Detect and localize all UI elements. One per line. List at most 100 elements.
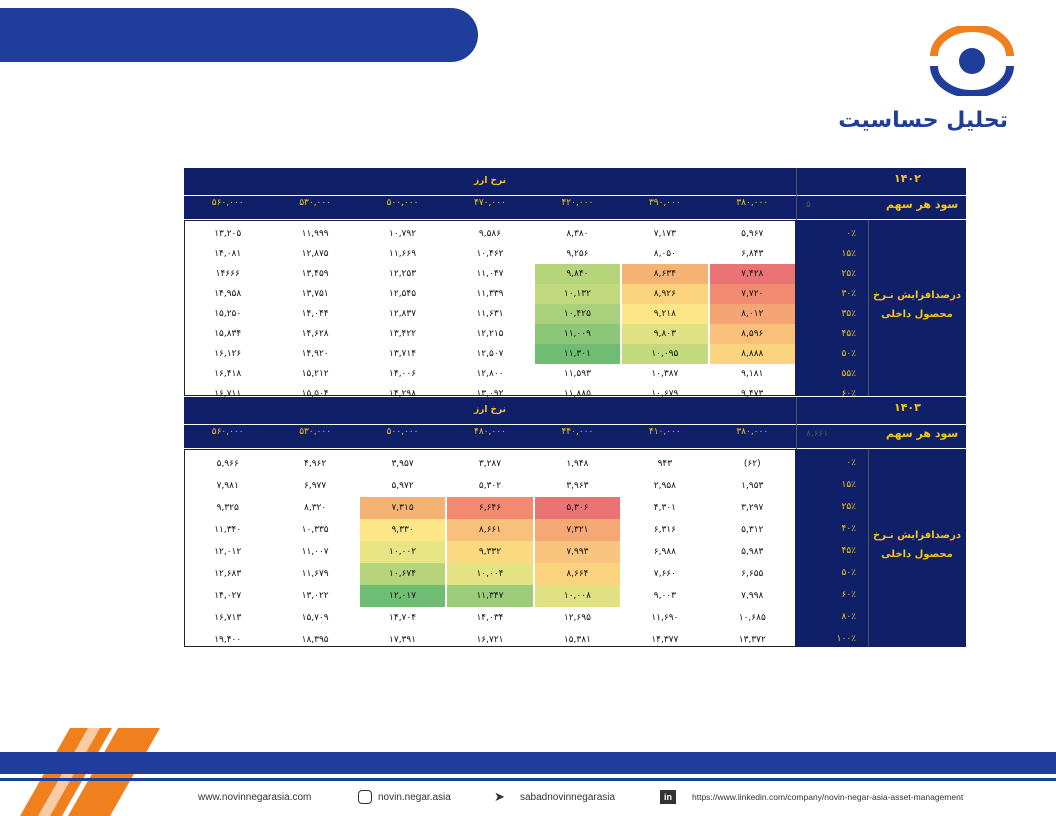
table-cell: ۹,۵۸۶ xyxy=(478,229,502,239)
table-cell: ۱۵,۲۱۲ xyxy=(301,369,329,379)
table-cell: ۸,۶۶۴ xyxy=(534,563,621,585)
table-cell: ۱۱,۸۸۵ xyxy=(563,389,591,399)
table-cell: ۳,۲۹۷ xyxy=(741,503,764,513)
table-cell: ۹,۳۳۲ xyxy=(447,541,533,563)
footer-stripe xyxy=(0,778,1056,781)
table-cell: ۱۴,۹۲۰ xyxy=(301,349,329,359)
footer-linkedin[interactable]: https://www.linkedin.com/company/novin-n… xyxy=(692,792,964,802)
table-cell: ۱۱,۳۳۹ xyxy=(476,289,504,299)
table-cell: ۱۲,۶۹۵ xyxy=(563,613,591,623)
column-header: ۵۰۰,۰۰۰ xyxy=(386,427,419,437)
table-cell: ۱۲,۵۴۵ xyxy=(389,289,417,299)
table-cell: ۸,۶۳۴ xyxy=(622,264,708,284)
table-cell: ۱۰,۳۳۵ xyxy=(301,525,329,535)
row-percent: ۰٪ xyxy=(846,458,856,468)
table-cell: ۴,۳۰۱ xyxy=(653,503,676,513)
columns-header-row xyxy=(184,196,966,219)
table-cell: ۱۰,۴۲۵ xyxy=(534,304,621,324)
eps-value: ۸,۶۶۱ xyxy=(806,429,829,439)
table-cell: ۳,۹۶۳ xyxy=(566,481,589,491)
row-percent: ۴۰٪ xyxy=(841,524,856,534)
table-cell: ۸,۵۹۶ xyxy=(709,324,795,344)
column-header: ۴۷۰,۰۰۰ xyxy=(474,198,506,208)
footer-website[interactable]: www.novinnegarasia.com xyxy=(198,792,312,803)
table-cell: ۱۴,۰۸۱ xyxy=(214,249,242,259)
company-logo-icon xyxy=(930,26,1014,96)
page-title: تحلیل حساسیت xyxy=(838,108,1008,133)
table-cell: ۱۹,۴۰۰ xyxy=(214,635,242,645)
column-header: ۳۸۰,۰۰۰ xyxy=(736,427,769,437)
table-cell: ۸,۳۸۰ xyxy=(566,229,589,239)
table-cell: ۱۴,۰۰۶ xyxy=(389,369,417,379)
table-cell: ۷,۹۸۱ xyxy=(216,481,239,491)
table-cell: ۱۳,۷۵۱ xyxy=(301,289,329,299)
table-cell: ۵,۹۸۳ xyxy=(741,547,764,557)
table-cell: ۱۱,۶۳۱ xyxy=(476,309,504,319)
eps-label: سود هر سهم xyxy=(886,427,959,440)
row-percent: ۶۰٪ xyxy=(841,590,856,600)
row-percent: ۱۵٪ xyxy=(841,249,856,259)
table-cell: ۱۲,۵۰۷ xyxy=(476,349,504,359)
row-percent: ۶۰٪ xyxy=(841,389,856,399)
table-cell: ۱۱,۳۰۱ xyxy=(534,344,621,364)
table-cell: ۱۳,۳۷۲ xyxy=(738,635,766,645)
row-percent: ۳۵٪ xyxy=(841,309,856,319)
table-cell: ۵,۹۷۲ xyxy=(391,481,414,491)
column-header: ۵۶۰,۰۰۰ xyxy=(211,427,244,437)
table-cell: ۱۲,۰۱۷ xyxy=(359,585,446,607)
table-cell: ۱۴,۳۷۷ xyxy=(651,635,679,645)
table-cell: ۹,۰۰۳ xyxy=(653,591,676,601)
table-cell: ۸,۶۶۱ xyxy=(447,519,533,541)
columns-header-row xyxy=(184,425,966,448)
table-cell: ۹,۱۸۱ xyxy=(741,369,764,379)
table-cell: ۱۲,۸۰۰ xyxy=(476,369,504,379)
footer-telegram[interactable]: sabadnovinnegarasia xyxy=(520,792,616,803)
header-band xyxy=(0,8,478,62)
row-percent: ۵۰٪ xyxy=(841,349,856,359)
table-cell: ۸,۰۱۲ xyxy=(709,304,795,324)
footer-band xyxy=(0,752,1056,774)
fx-header-row xyxy=(184,397,966,424)
table-cell: ۱۵,۲۵۰ xyxy=(214,309,242,319)
sensitivity-table-1403: نرخ ارز ۱۴۰۳ سود هر سهم ۸,۶۶۱ ۳۸۰,۰۰۰ ۴۱۰,۰۰۰… xyxy=(184,397,966,647)
table-cell: ۱۴,۰۳۴ xyxy=(476,613,504,623)
table-cell: ۱۰,۰۰۲ xyxy=(359,541,446,563)
column-header: ۵۳۰,۰۰۰ xyxy=(299,198,332,208)
table-cell: ۸,۹۲۶ xyxy=(622,284,708,304)
row-percent: ۳۰٪ xyxy=(841,289,856,299)
table-cell: ۳,۲۸۷ xyxy=(478,459,502,469)
table-cell: ۱۰,۰۰۴ xyxy=(447,563,533,585)
table-cell: ۱۶,۷۱۱ xyxy=(214,389,242,399)
column-header: ۴۸۰,۰۰۰ xyxy=(474,427,506,437)
header-divider xyxy=(796,168,797,220)
instagram-icon xyxy=(358,790,372,804)
linkedin-icon: in xyxy=(660,790,676,804)
table-cell: ۳,۹۵۷ xyxy=(391,459,414,469)
table-cell: ۱۳,۲۰۵ xyxy=(214,229,242,239)
table-cell: ۷,۹۹۳ xyxy=(534,541,621,563)
row-percent: ۸۰٪ xyxy=(841,612,856,622)
table-cell: ۶,۶۴۶ xyxy=(447,497,533,519)
table-cell: ۷,۴۲۸ xyxy=(709,264,795,284)
column-header: ۳۹۰,۰۰۰ xyxy=(648,198,681,208)
table-cell: ۱۰,۰۰۸ xyxy=(534,585,621,607)
table-cell: ۵,۳۰۲ xyxy=(478,481,502,491)
table-cell: ۱۶,۷۱۳ xyxy=(214,613,242,623)
table-cell: ۱۰,۴۶۲ xyxy=(476,249,504,259)
eps-label: سود هر سهم xyxy=(886,198,959,211)
footer-instagram[interactable]: novin.negar.asia xyxy=(378,792,451,803)
table-cell: ۱۲,۲۵۳ xyxy=(389,269,417,279)
table-cell: ۱۰,۳۸۷ xyxy=(651,369,679,379)
table-cell: ۶,۳۱۶ xyxy=(653,525,676,535)
fx-label: نرخ ارز xyxy=(473,176,507,186)
table-cell: ۵,۳۱۲ xyxy=(741,525,764,535)
sensitivity-table-1402: نرخ ارز ۱۴۰۲ سود هر سهم ۵ ۳۸۰,۰۰۰ ۳۹۰,۰۰۰ ۴۲۰,… xyxy=(184,168,966,399)
telegram-icon: ➤ xyxy=(494,789,505,804)
row-percent: ۱۵٪ xyxy=(841,480,856,490)
row-percent: ۵۰٪ xyxy=(841,568,856,578)
table-cell: ۹۴۳ xyxy=(657,459,673,469)
table-cell: ۷,۳۲۱ xyxy=(534,519,621,541)
column-header: ۵۶۰,۰۰۰ xyxy=(211,198,244,208)
fx-header-row xyxy=(184,168,966,195)
table-cell: ۱۱,۰۰۹ xyxy=(534,324,621,344)
